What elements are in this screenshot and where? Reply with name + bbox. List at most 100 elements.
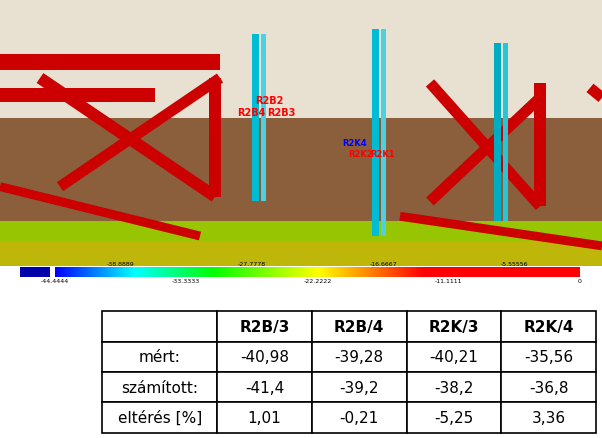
Bar — [459, 267, 461, 278]
Text: -27.7778: -27.7778 — [238, 261, 266, 266]
Bar — [241, 267, 242, 278]
Bar — [482, 267, 484, 278]
Text: R2K/3: R2K/3 — [429, 319, 479, 334]
Bar — [128, 267, 130, 278]
Bar — [191, 267, 193, 278]
Bar — [398, 267, 400, 278]
Bar — [517, 267, 519, 278]
Bar — [179, 267, 181, 278]
Bar — [132, 267, 134, 278]
Bar — [542, 267, 543, 278]
Bar — [249, 267, 251, 278]
Bar — [290, 267, 291, 278]
Bar — [316, 267, 317, 278]
Text: R2B/3: R2B/3 — [239, 319, 290, 334]
Bar — [548, 267, 550, 278]
Bar — [550, 267, 552, 278]
Bar — [556, 267, 557, 278]
Bar — [237, 267, 239, 278]
Bar — [435, 267, 436, 278]
Text: 1,01: 1,01 — [247, 410, 281, 425]
Bar — [501, 372, 596, 403]
Bar — [295, 267, 297, 278]
Bar — [334, 267, 335, 278]
Bar — [298, 267, 300, 278]
Bar — [526, 267, 527, 278]
Bar — [181, 267, 183, 278]
Bar — [104, 267, 106, 278]
Bar — [259, 267, 261, 278]
Bar — [214, 267, 216, 278]
Bar — [307, 267, 309, 278]
Bar — [246, 267, 247, 278]
Text: -0,21: -0,21 — [340, 410, 379, 425]
Bar — [207, 267, 209, 278]
Polygon shape — [426, 80, 544, 211]
Bar — [496, 267, 498, 278]
Polygon shape — [37, 74, 219, 202]
Bar — [157, 267, 158, 278]
Bar — [380, 267, 382, 278]
Bar — [85, 267, 87, 278]
Bar — [0, 222, 602, 241]
Bar — [90, 267, 92, 278]
Bar — [444, 267, 445, 278]
Bar — [393, 267, 394, 278]
Bar — [562, 267, 564, 278]
Bar — [564, 267, 566, 278]
Text: -44.4444: -44.4444 — [41, 279, 69, 284]
Bar — [540, 267, 542, 278]
Bar — [312, 342, 406, 372]
Text: -41,4: -41,4 — [245, 380, 284, 395]
Bar — [265, 267, 267, 278]
Bar — [302, 267, 303, 278]
Bar — [155, 267, 157, 278]
Bar — [268, 267, 270, 278]
Bar — [330, 267, 332, 278]
Bar — [442, 267, 444, 278]
Bar — [286, 267, 288, 278]
Text: 0: 0 — [578, 279, 582, 284]
Bar — [0, 222, 602, 266]
Bar — [501, 267, 503, 278]
Bar — [102, 372, 217, 403]
Bar — [494, 267, 496, 278]
Bar — [88, 267, 90, 278]
Bar — [391, 267, 393, 278]
Text: -36,8: -36,8 — [529, 380, 568, 395]
Bar — [78, 267, 79, 278]
Bar — [498, 267, 500, 278]
Bar — [326, 267, 328, 278]
Polygon shape — [399, 212, 602, 251]
Bar — [373, 267, 375, 278]
Bar — [579, 267, 580, 278]
Bar — [0, 69, 602, 266]
Bar — [312, 372, 406, 403]
Bar — [162, 267, 164, 278]
Text: mért:: mért: — [138, 350, 181, 364]
Bar — [234, 267, 235, 278]
Bar — [199, 267, 200, 278]
Bar — [467, 267, 468, 278]
Bar — [102, 311, 217, 342]
Bar — [92, 267, 93, 278]
Bar — [501, 311, 596, 342]
Text: -39,2: -39,2 — [340, 380, 379, 395]
Bar — [347, 267, 349, 278]
Bar — [99, 267, 101, 278]
Bar — [226, 267, 228, 278]
Bar — [503, 267, 504, 278]
Bar — [317, 267, 319, 278]
Bar — [252, 35, 258, 202]
Bar — [417, 267, 419, 278]
Bar — [554, 267, 556, 278]
Bar — [116, 267, 118, 278]
Bar — [363, 267, 365, 278]
Bar — [57, 267, 58, 278]
Bar — [521, 267, 523, 278]
Bar — [183, 267, 184, 278]
Text: -38.8889: -38.8889 — [107, 261, 134, 266]
Text: eltérés [%]: eltérés [%] — [117, 410, 202, 425]
Bar — [409, 267, 410, 278]
Bar — [559, 267, 560, 278]
